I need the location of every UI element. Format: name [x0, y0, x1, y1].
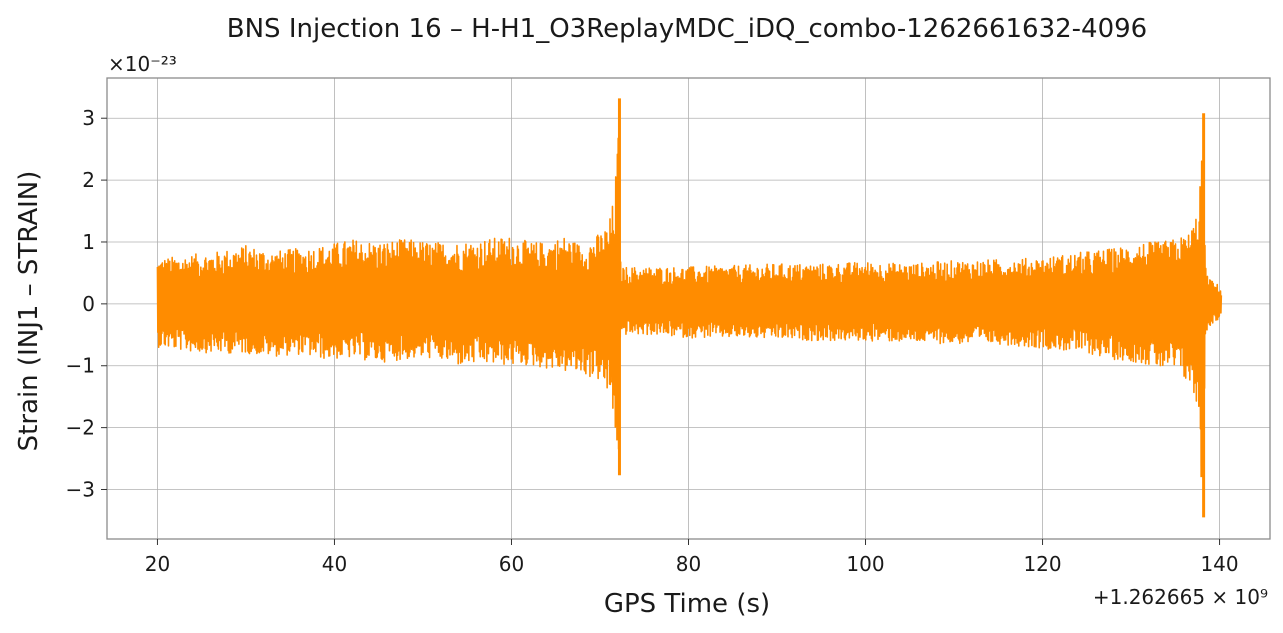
x-axis-label: GPS Time (s): [604, 589, 770, 619]
chart-title: BNS Injection 16 – H-H1_O3ReplayMDC_iDQ_…: [227, 14, 1147, 44]
x-tick-label: 20: [145, 552, 170, 576]
y-tick-label: 3: [82, 106, 95, 130]
y-tick-label: 0: [82, 292, 95, 316]
y-axis-label: Strain (INJ1 – STRAIN): [14, 171, 44, 452]
x-tick-label: 60: [499, 552, 524, 576]
x-tick-label: 40: [322, 552, 347, 576]
y-tick-label: 1: [82, 230, 95, 254]
x-tick-label: 140: [1200, 552, 1238, 576]
y-tick-label: −1: [66, 354, 95, 378]
y-tick-label: 2: [82, 168, 95, 192]
y-tick-label: −2: [66, 416, 95, 440]
strain-series-line: [156, 121, 1223, 468]
axis-ticks: 20 40 60 80 100 120 140 3 2 1 0 −1 −2 −3: [66, 106, 1239, 576]
x-tick-label: 120: [1023, 552, 1061, 576]
y-tick-label: −3: [66, 477, 95, 501]
data-area: [156, 98, 1223, 518]
y-multiplier-label: ×10⁻²³: [108, 52, 177, 76]
x-tick-label: 80: [676, 552, 701, 576]
x-offset-label: +1.262665 × 10⁹: [1093, 585, 1268, 609]
x-tick-label: 100: [846, 552, 884, 576]
